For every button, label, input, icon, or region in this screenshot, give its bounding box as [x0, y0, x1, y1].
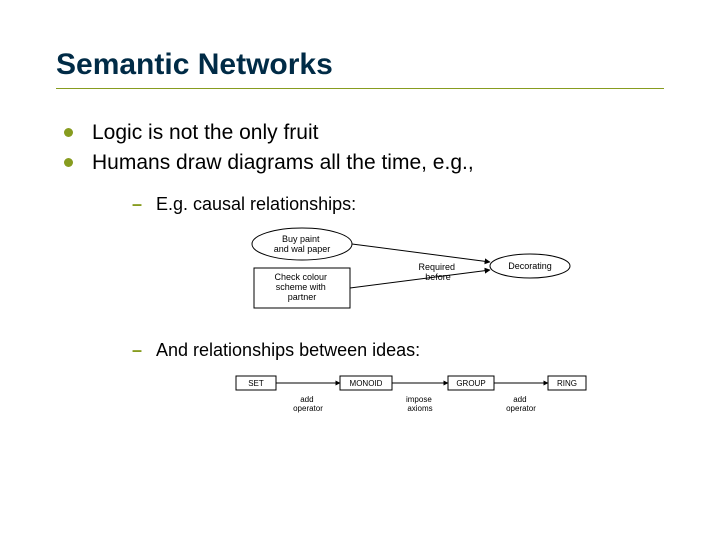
- edge-label: add operator: [506, 395, 536, 413]
- node-label: GROUP: [456, 379, 485, 388]
- edge: [350, 270, 490, 288]
- page-title: Semantic Networks: [56, 48, 664, 82]
- node-label: Buy paint and wal paper: [274, 234, 331, 254]
- edge-label: Required before Required before: [418, 262, 457, 282]
- ideas-diagram: SET MONOID GROUP RING add operator: [230, 370, 590, 420]
- node-label: SET: [248, 379, 264, 388]
- edge: [352, 244, 490, 262]
- node-label: MONOID: [350, 379, 383, 388]
- bullet-list: Logic is not the only fruit Humans draw …: [56, 119, 664, 420]
- edge-label: impose axioms: [406, 395, 434, 413]
- slide: Semantic Networks Logic is not the only …: [0, 0, 720, 462]
- accent-line: [56, 88, 664, 89]
- sub-list: E.g. causal relationships: Required befo…: [92, 192, 664, 421]
- sub-item: E.g. causal relationships: Required befo…: [132, 192, 664, 316]
- edge-label: add operator: [293, 395, 323, 413]
- sub-text: E.g. causal relationships:: [156, 194, 356, 214]
- bullet-item: Humans draw diagrams all the time, e.g.,…: [64, 149, 664, 420]
- causal-diagram: Required before Required before Buy pain…: [240, 224, 580, 316]
- bullet-item: Logic is not the only fruit: [64, 119, 664, 147]
- bullet-text: Humans draw diagrams all the time, e.g.,: [92, 151, 474, 174]
- sub-text: And relationships between ideas:: [156, 340, 420, 360]
- node-label: RING: [557, 379, 577, 388]
- node-label: Decorating: [508, 261, 552, 271]
- sub-item: And relationships between ideas:: [132, 338, 664, 420]
